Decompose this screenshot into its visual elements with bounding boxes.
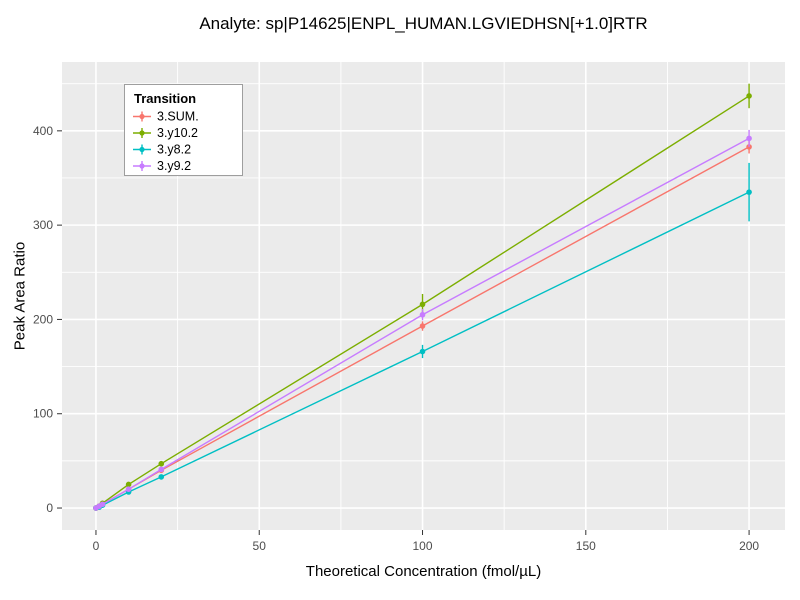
- legend: Transition 3.SUM. 3.y10.2 3.y8.2 3.y9.2: [124, 84, 243, 176]
- data-point: [419, 311, 426, 318]
- chart-title: Analyte: sp|P14625|ENPL_HUMAN.LGVIEDHSN[…: [199, 14, 648, 33]
- legend-key-point: [139, 130, 145, 136]
- data-point: [158, 460, 165, 467]
- data-point: [419, 323, 426, 329]
- series-3.y9.2: [93, 129, 752, 511]
- legend-entry-label: 3.y8.2: [157, 143, 191, 157]
- legend-entry-label: 3.y9.2: [157, 159, 191, 173]
- legend-entry-label: 3.SUM.: [157, 110, 199, 124]
- legend-key-point: [139, 146, 145, 153]
- x-tick-label: 200: [739, 539, 759, 553]
- y-tick-label: 400: [33, 124, 53, 138]
- legend-box: [124, 84, 243, 176]
- data-point: [746, 189, 752, 195]
- data-point: [125, 481, 132, 488]
- y-tick-label: 300: [33, 218, 53, 232]
- data-point: [419, 348, 426, 355]
- data-point: [158, 474, 165, 480]
- legend-key-point: [139, 163, 145, 169]
- data-point: [99, 501, 106, 508]
- y-tick-label: 200: [33, 312, 53, 326]
- x-tick-label: 0: [93, 539, 100, 553]
- y-tick-label: 100: [33, 407, 53, 421]
- legend-key-point: [139, 113, 145, 120]
- x-tick-label: 100: [413, 539, 433, 553]
- data-point: [746, 93, 752, 99]
- data-point: [125, 486, 132, 492]
- x-tick-label: 50: [253, 539, 267, 553]
- x-tick-label: 150: [576, 539, 596, 553]
- legend-title: Transition: [134, 91, 196, 106]
- x-axis-label: Theoretical Concentration (fmol/µL): [305, 563, 542, 580]
- data-point: [746, 135, 752, 142]
- data-point: [419, 301, 426, 308]
- legend-entry-label: 3.y10.2: [157, 126, 198, 140]
- data-point: [158, 466, 165, 473]
- y-tick-label: 0: [46, 501, 53, 515]
